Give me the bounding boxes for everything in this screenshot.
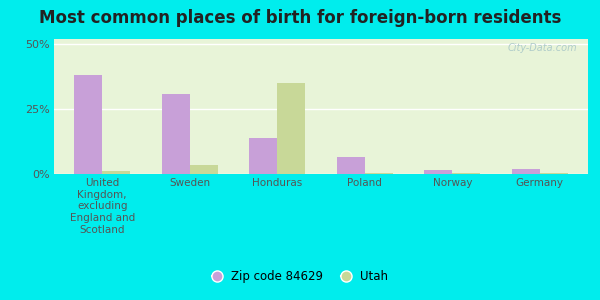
Bar [512,169,540,174]
Bar [74,75,102,174]
Bar [424,170,452,174]
Text: Most common places of birth for foreign-born residents: Most common places of birth for foreign-… [39,9,561,27]
Bar [161,94,190,174]
Text: City-Data.com: City-Data.com [508,43,577,53]
Bar [365,173,393,174]
Bar [540,173,568,174]
Bar [337,157,365,174]
Bar [277,83,305,174]
Bar [190,165,218,174]
Bar [452,173,481,174]
Bar [102,171,130,174]
Legend: Zip code 84629, Utah: Zip code 84629, Utah [208,266,392,288]
Bar [249,138,277,174]
